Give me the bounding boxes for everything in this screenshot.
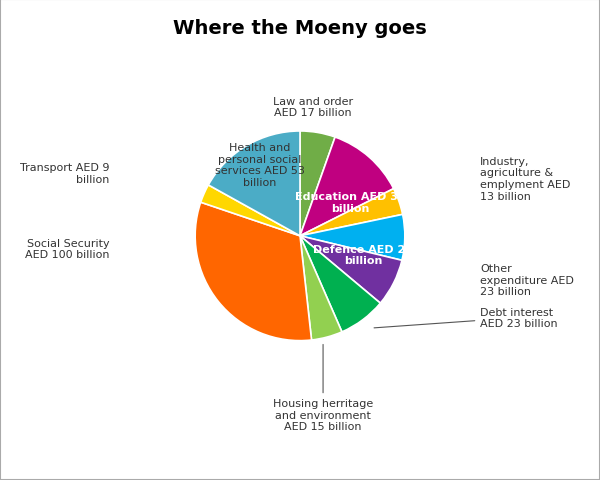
Wedge shape [300,236,380,332]
Text: Defence AED 22
billion: Defence AED 22 billion [313,244,413,266]
Wedge shape [300,215,405,261]
Wedge shape [300,236,402,303]
Wedge shape [300,132,335,236]
Text: Health and
personal social
services AED 53
billion: Health and personal social services AED … [215,143,305,188]
Text: Social Security
AED 100 billion: Social Security AED 100 billion [25,238,109,260]
Wedge shape [300,189,403,236]
Text: Transport AED 9
billion: Transport AED 9 billion [20,163,109,184]
Title: Where the Moeny goes: Where the Moeny goes [173,19,427,38]
Wedge shape [300,236,342,340]
Text: Education AED 38
billion: Education AED 38 billion [295,192,406,214]
Wedge shape [208,132,300,236]
Text: Debt interest
AED 23 billion: Debt interest AED 23 billion [374,307,558,329]
Wedge shape [200,186,300,236]
Text: Other
expenditure AED
23 billion: Other expenditure AED 23 billion [481,264,574,297]
Text: Housing herritage
and environment
AED 15 billion: Housing herritage and environment AED 15… [273,345,373,432]
Text: Industry,
agriculture &
emplyment AED
13 billion: Industry, agriculture & emplyment AED 13… [481,156,571,201]
Wedge shape [195,203,311,341]
Text: Law and order
AED 17 billion: Law and order AED 17 billion [272,96,353,118]
Wedge shape [300,138,394,236]
